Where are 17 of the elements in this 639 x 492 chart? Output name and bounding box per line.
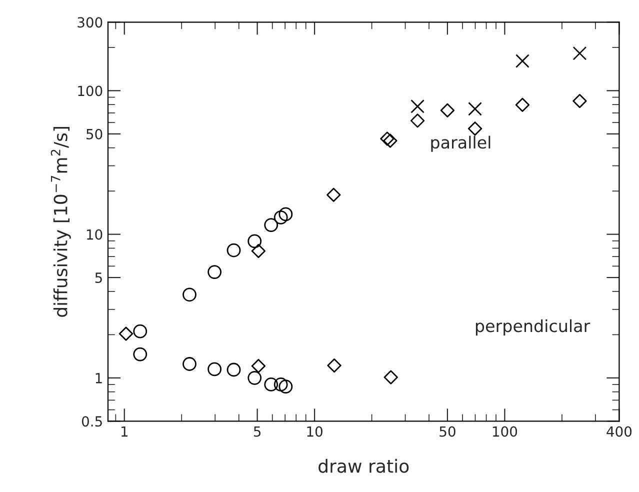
annotation: perpendicular [476, 319, 590, 336]
annotation: parallel [431, 136, 490, 152]
x-tick-label: 10 [307, 426, 322, 437]
x-tick-label: 1 [121, 426, 128, 437]
y-tick-label: 0.5 [82, 416, 102, 427]
x-tick-label: 5 [254, 426, 261, 437]
x-tick-label: 100 [492, 426, 518, 437]
x-tick-label: 50 [440, 426, 456, 437]
y-tick-label: 10 [86, 229, 102, 240]
y-tick-label: 300 [78, 17, 102, 28]
x-tick-label: 400 [606, 426, 632, 437]
y-tick-label: 1 [96, 373, 102, 384]
x-axis-title: draw ratio [318, 458, 409, 473]
y-axis-title: diffusivity [10$^{−7}$m$^{2}$/s] [50, 127, 71, 317]
y-tick-label: 5 [95, 272, 102, 283]
y-tick-label: 100 [78, 86, 102, 96]
y-tick-label: 50 [86, 128, 102, 140]
